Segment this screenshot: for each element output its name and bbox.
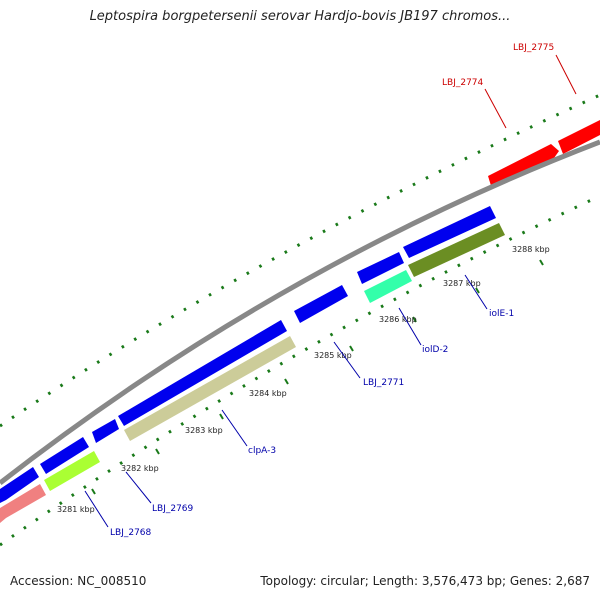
gene-LBJ_2769[interactable]: [44, 451, 100, 491]
outer-tick-rail: [0, 93, 600, 428]
gene-label-iolD-2[interactable]: iolD-2: [422, 345, 448, 355]
reverse-strand: [0, 206, 505, 523]
gene-label-LBJ_2768[interactable]: LBJ_2768: [110, 528, 152, 538]
kbp-label: 3284 kbp: [249, 389, 287, 398]
gene-blue-3[interactable]: [92, 419, 119, 443]
kbp-label: 3288 kbp: [512, 245, 550, 254]
gene-labels: LBJ_2768 LBJ_2769 clpA-3 LBJ_2771 iolD-2…: [110, 43, 554, 538]
gene-label-clpA-3[interactable]: clpA-3: [248, 446, 276, 456]
gene-LBJ_2774[interactable]: [488, 144, 559, 189]
gene-blue-4[interactable]: [118, 320, 287, 426]
summary-text: Topology: circular; Length: 3,576,473 bp…: [260, 574, 590, 588]
gene-label-LBJ_2774[interactable]: LBJ_2774: [442, 78, 484, 88]
forward-strand: [488, 120, 600, 189]
gene-label-LBJ_2775[interactable]: LBJ_2775: [513, 43, 554, 53]
gene-LBJ_2775[interactable]: [558, 120, 600, 154]
gene-label-LBJ_2771[interactable]: LBJ_2771: [363, 378, 404, 388]
gene-iolD-2[interactable]: [364, 270, 412, 303]
gene-blue-7[interactable]: [403, 206, 496, 258]
kbp-label: 3281 kbp: [57, 505, 95, 514]
kbp-label: 3285 kbp: [314, 351, 352, 360]
gene-LBJ_2771[interactable]: [294, 285, 348, 323]
accession-text: Accession: NC_008510: [10, 574, 147, 588]
inner-tick-rail: [0, 194, 600, 547]
gene-label-LBJ_2769[interactable]: LBJ_2769: [152, 504, 194, 514]
label-leaders: [84, 54, 577, 528]
map-title: Leptospira borgpetersenii serovar Hardjo…: [89, 9, 511, 24]
kbp-label: 3282 kbp: [121, 464, 159, 473]
gene-blue-1[interactable]: [0, 467, 39, 503]
chromosome-backbone: [0, 139, 600, 485]
gene-blue-6[interactable]: [357, 252, 404, 284]
kbp-label: 3286 kbp: [379, 315, 417, 324]
gene-LBJ_2768[interactable]: [0, 484, 46, 523]
gene-blue-2[interactable]: [40, 437, 89, 474]
kbp-labels: 3281 kbp 3282 kbp 3283 kbp 3284 kbp 3285…: [57, 245, 550, 514]
gene-label-iolE-1[interactable]: iolE-1: [489, 309, 514, 319]
kbp-label: 3287 kbp: [443, 279, 481, 288]
gene-clpA-3[interactable]: [124, 336, 296, 441]
kbp-label: 3283 kbp: [185, 426, 223, 435]
major-ticks: [91, 259, 544, 495]
gene-iolE-1[interactable]: [408, 223, 505, 277]
